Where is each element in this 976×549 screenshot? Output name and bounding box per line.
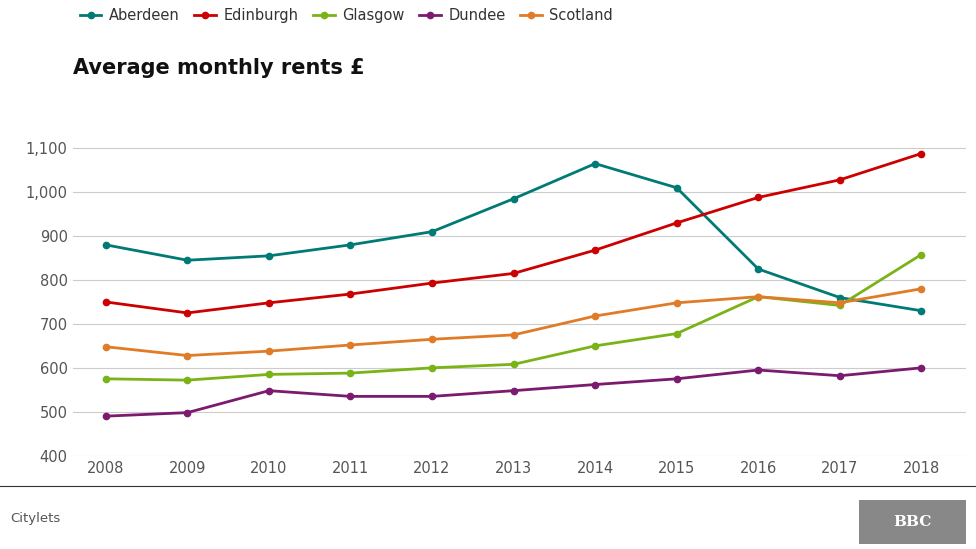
Text: Average monthly rents £: Average monthly rents £ xyxy=(73,58,365,77)
Text: Citylets: Citylets xyxy=(10,512,60,525)
Legend: Aberdeen, Edinburgh, Glasgow, Dundee, Scotland: Aberdeen, Edinburgh, Glasgow, Dundee, Sc… xyxy=(80,8,613,24)
Text: BBC: BBC xyxy=(893,514,932,529)
